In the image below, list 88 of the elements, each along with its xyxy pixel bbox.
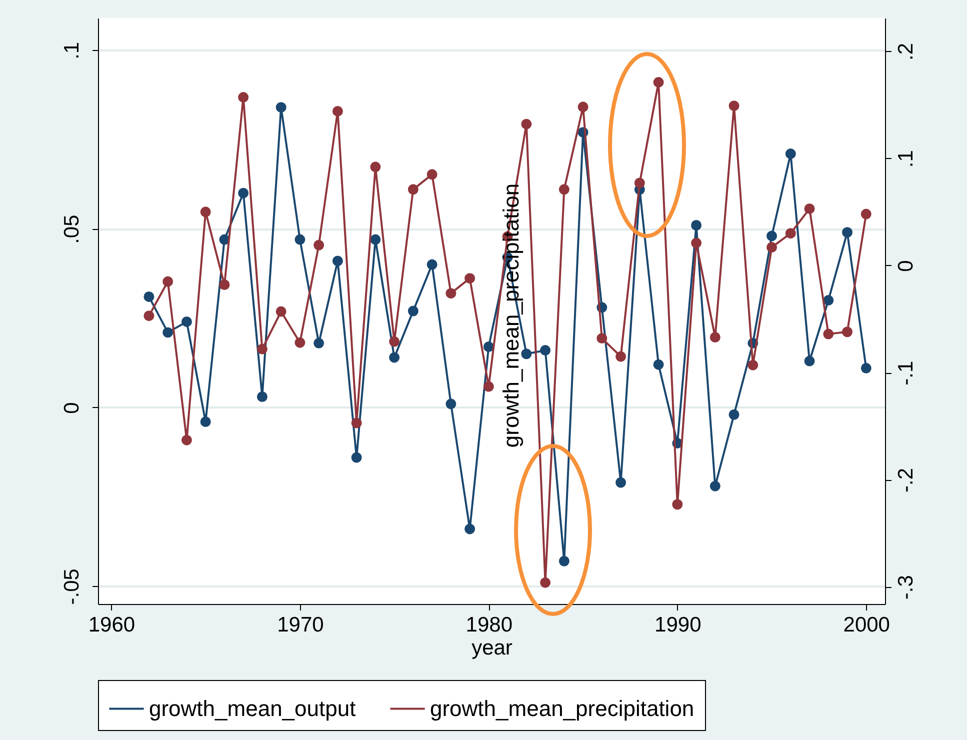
point — [766, 230, 778, 242]
point — [804, 356, 815, 366]
point — [483, 342, 494, 352]
point — [314, 240, 324, 250]
point — [464, 524, 476, 534]
point — [540, 577, 551, 588]
point — [842, 326, 852, 338]
point — [728, 100, 740, 112]
point — [521, 118, 532, 130]
point — [558, 184, 570, 195]
point — [351, 452, 362, 463]
y-tick-label: 0 — [60, 402, 84, 414]
point — [314, 338, 324, 348]
point — [181, 316, 192, 327]
point — [616, 351, 626, 362]
point — [596, 333, 608, 344]
legend-label: growth_mean_output — [149, 696, 356, 721]
point — [748, 360, 758, 370]
y-tick-label: -.05 — [60, 568, 84, 605]
point — [446, 398, 456, 410]
point — [426, 259, 438, 270]
point — [728, 409, 740, 420]
point — [446, 288, 456, 299]
point — [785, 228, 796, 239]
point — [370, 162, 381, 172]
point — [219, 280, 230, 290]
y2-tick-label: .2 — [894, 42, 918, 60]
point — [389, 352, 400, 363]
point — [200, 416, 211, 427]
x-tick-label: 1970 — [277, 614, 324, 636]
y2-tick-label: 0 — [894, 260, 918, 272]
point — [860, 362, 872, 374]
y2-tick-label: -.2 — [894, 468, 918, 492]
point — [351, 418, 362, 428]
point — [842, 227, 852, 238]
point — [860, 208, 872, 220]
point — [294, 337, 306, 348]
y-tick-label: .1 — [60, 42, 84, 60]
point — [823, 295, 834, 306]
point — [389, 336, 400, 347]
point — [256, 392, 268, 402]
point — [332, 106, 343, 116]
point — [804, 203, 815, 214]
point — [540, 345, 551, 356]
point — [578, 102, 588, 112]
point — [408, 306, 418, 316]
point — [370, 234, 381, 245]
x-tick-label: 2000 — [843, 614, 890, 636]
point — [672, 499, 683, 510]
x-tick-label: 1990 — [654, 614, 702, 636]
point — [710, 332, 720, 342]
point — [823, 328, 834, 340]
point — [144, 291, 154, 302]
y2-axis-title: growth_mean_precipitation — [498, 183, 524, 448]
x-tick-label: 1980 — [466, 614, 513, 636]
point — [144, 310, 154, 322]
point — [181, 434, 192, 446]
legend-label: growth_mean_precipitation — [430, 696, 694, 721]
x-tick-label: 1960 — [88, 614, 136, 636]
point — [162, 276, 174, 287]
point — [558, 556, 570, 566]
y2-tick-label: .1 — [894, 150, 918, 168]
point — [634, 178, 645, 188]
point — [256, 344, 268, 354]
point — [483, 381, 494, 392]
y2-tick-label: -.1 — [894, 360, 918, 386]
point — [294, 234, 306, 245]
point — [200, 206, 211, 218]
point — [408, 184, 418, 195]
point — [691, 238, 702, 248]
point — [766, 242, 778, 252]
point — [653, 359, 664, 370]
point — [785, 148, 796, 160]
point — [332, 256, 343, 266]
y2-tick-label: -.3 — [894, 575, 918, 600]
point — [162, 327, 174, 338]
point — [276, 102, 286, 113]
point — [616, 477, 626, 488]
x-axis-title: year — [472, 636, 512, 660]
point — [238, 92, 249, 103]
point — [653, 77, 664, 88]
point — [276, 306, 286, 317]
point — [710, 480, 720, 492]
point — [426, 169, 438, 180]
point — [238, 188, 249, 198]
point — [691, 220, 702, 230]
point — [464, 273, 476, 284]
y-tick-label: .05 — [60, 214, 84, 244]
